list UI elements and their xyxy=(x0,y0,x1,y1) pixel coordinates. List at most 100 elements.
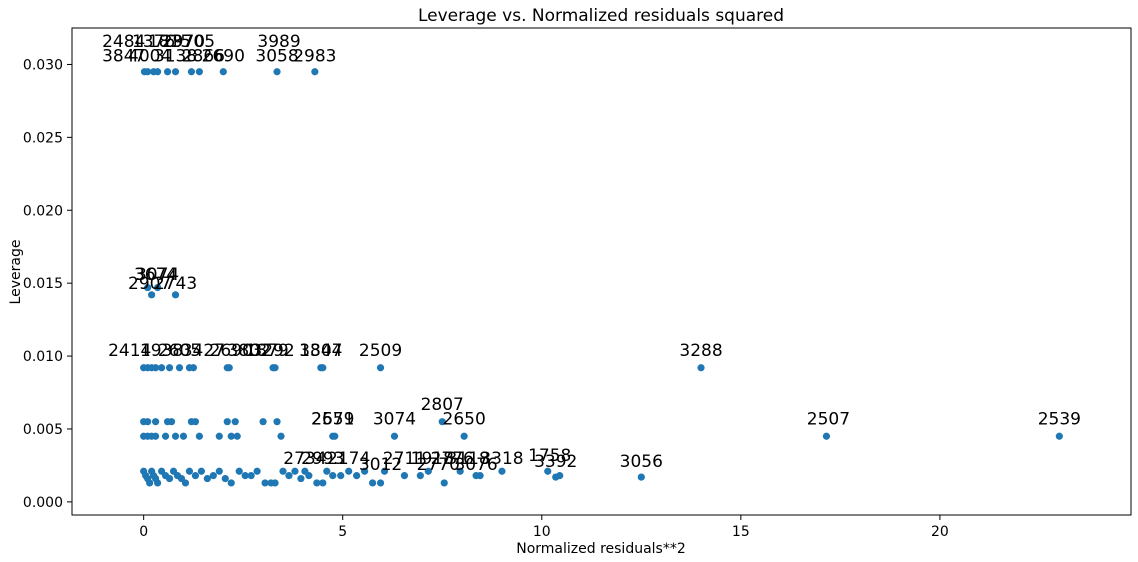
points-layer xyxy=(140,68,1063,487)
data-point xyxy=(233,432,241,440)
data-point xyxy=(241,472,249,480)
data-point xyxy=(191,418,200,426)
data-point xyxy=(329,472,337,480)
data-point xyxy=(400,472,409,480)
data-point xyxy=(219,68,227,76)
point-label: 3076 xyxy=(454,455,497,475)
data-point xyxy=(271,479,279,487)
point-label: 1815 xyxy=(148,32,191,52)
point-label: 2690 xyxy=(202,47,245,67)
point-label: 2650 xyxy=(443,410,486,430)
point-label: 3989 xyxy=(257,32,300,52)
data-point xyxy=(203,474,211,483)
data-point xyxy=(271,364,279,372)
point-label: 3318 xyxy=(480,449,523,469)
point-label: 2993 xyxy=(301,449,344,469)
data-point xyxy=(223,418,231,426)
data-point xyxy=(253,467,261,475)
data-point xyxy=(331,432,339,440)
data-point xyxy=(163,68,172,76)
point-label: 2509 xyxy=(359,341,402,361)
point-label: 1758 xyxy=(528,446,571,466)
point-label: 2776 xyxy=(431,449,474,469)
data-point xyxy=(345,467,353,475)
data-point xyxy=(165,364,174,372)
data-point xyxy=(380,467,389,475)
point-label: 3307 xyxy=(299,341,342,361)
data-point xyxy=(231,418,239,426)
data-point xyxy=(438,418,446,426)
data-point xyxy=(416,472,424,480)
data-point xyxy=(165,474,174,483)
data-point xyxy=(319,479,327,487)
data-point xyxy=(376,479,385,487)
data-point xyxy=(368,479,377,487)
data-point xyxy=(261,479,269,487)
x-tick-label: 0 xyxy=(139,524,148,540)
data-point xyxy=(195,432,203,440)
data-point xyxy=(144,418,152,426)
data-point xyxy=(1055,432,1063,440)
point-label: 1918 xyxy=(411,449,454,469)
point-label: 2579 xyxy=(311,410,354,430)
x-axis-label: Normalized residuals**2 xyxy=(516,541,686,557)
point-label: 3074 xyxy=(136,265,179,285)
x-tick-label: 5 xyxy=(338,524,347,540)
data-point xyxy=(152,364,160,372)
data-point xyxy=(476,472,484,480)
data-point xyxy=(319,364,327,372)
data-point xyxy=(440,479,448,487)
point-label: 2866 xyxy=(182,47,225,67)
y-tick-label: 0.005 xyxy=(23,422,63,438)
data-point xyxy=(247,472,255,480)
data-point xyxy=(195,68,203,76)
data-point xyxy=(235,467,243,475)
point-label: 2907 xyxy=(128,274,171,294)
point-label: 3118 xyxy=(446,449,489,469)
data-point xyxy=(456,467,464,475)
data-point xyxy=(556,472,564,480)
point-label: 2770 xyxy=(417,455,460,475)
data-point xyxy=(167,418,176,426)
point-label: 2414 xyxy=(108,341,151,361)
data-point xyxy=(313,479,321,487)
point-label: 3427 xyxy=(182,341,225,361)
data-point xyxy=(637,473,645,481)
data-point xyxy=(175,364,184,372)
point-label: 3392 xyxy=(534,452,577,472)
x-tick-label: 10 xyxy=(533,524,551,540)
data-point xyxy=(273,418,281,426)
data-point xyxy=(171,68,180,76)
data-point xyxy=(148,291,156,299)
point-label: 2605 xyxy=(158,341,201,361)
point-label: 3674 xyxy=(134,265,177,285)
data-point xyxy=(498,467,506,475)
data-point xyxy=(171,291,180,299)
data-point xyxy=(822,432,831,440)
data-point xyxy=(187,68,196,76)
point-label: 1844 xyxy=(299,341,342,361)
y-axis-label: Leverage xyxy=(8,240,24,305)
data-point xyxy=(279,467,287,475)
data-point xyxy=(544,467,552,475)
data-point xyxy=(179,432,188,440)
data-point xyxy=(144,283,152,292)
data-point xyxy=(157,364,166,372)
data-point xyxy=(152,418,160,426)
point-label: 3802 xyxy=(228,341,271,361)
data-point xyxy=(215,432,223,440)
point-label: 2711 xyxy=(383,449,426,469)
data-point xyxy=(259,418,267,426)
data-point xyxy=(376,364,385,372)
point-label: 2174 xyxy=(327,449,370,469)
point-label: 3012 xyxy=(359,455,402,475)
point-label: 3056 xyxy=(620,452,663,472)
data-point xyxy=(144,68,152,76)
data-point xyxy=(161,432,170,440)
point-label: 1879 xyxy=(245,341,288,361)
data-point xyxy=(297,474,305,483)
data-point xyxy=(323,467,331,475)
data-point xyxy=(460,432,468,440)
data-point xyxy=(152,432,160,440)
